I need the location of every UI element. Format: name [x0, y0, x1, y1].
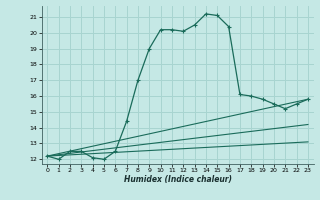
X-axis label: Humidex (Indice chaleur): Humidex (Indice chaleur)	[124, 175, 232, 184]
